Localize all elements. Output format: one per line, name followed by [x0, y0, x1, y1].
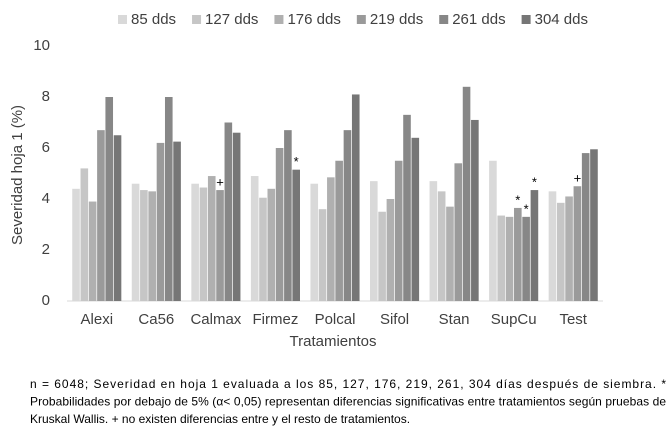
- bar: [403, 114, 411, 301]
- bar: [514, 207, 522, 301]
- legend-label: 219 dds: [370, 11, 423, 28]
- bar: [80, 168, 89, 301]
- bar: [378, 211, 386, 301]
- bar: [275, 148, 284, 301]
- bar: [573, 186, 582, 301]
- bar: [581, 153, 590, 301]
- significance-marker: *: [294, 154, 299, 169]
- legend-label: 304 dds: [535, 11, 588, 28]
- bar: [105, 97, 114, 301]
- legend-swatch: [118, 15, 127, 24]
- bar: [113, 135, 122, 301]
- bar: [292, 169, 300, 301]
- bar: [140, 190, 148, 301]
- x-tick-label: Test: [559, 311, 587, 328]
- bar: [88, 201, 97, 301]
- y-tick-label: 4: [42, 190, 50, 207]
- legend-label: 176 dds: [287, 11, 340, 28]
- bar: [394, 160, 403, 301]
- significance-marker: +: [574, 171, 582, 186]
- bar: [199, 187, 208, 301]
- bar: [437, 191, 446, 301]
- y-tick-label: 6: [42, 139, 50, 156]
- legend-swatch: [356, 15, 366, 24]
- bar: [462, 86, 471, 301]
- bar: [454, 163, 463, 301]
- bar: [97, 130, 105, 301]
- significance-marker: *: [524, 201, 529, 216]
- bar: [386, 199, 395, 301]
- note-line: Kruskal Wallis. + no existen diferencias…: [30, 412, 410, 426]
- bar: [489, 160, 497, 301]
- x-tick-label: Stan: [439, 311, 470, 328]
- bar: [522, 216, 530, 301]
- legend-swatch: [439, 15, 449, 24]
- bar: [411, 137, 420, 301]
- legend-label: 261 dds: [452, 11, 505, 28]
- bar: [267, 188, 276, 301]
- bar: [173, 141, 181, 301]
- bar: [191, 183, 199, 301]
- bar: [351, 94, 360, 301]
- y-axis-title: Severidad hoja 1 (%): [9, 105, 26, 245]
- legend-label: 85 dds: [131, 11, 176, 28]
- x-tick-label: Firmez: [253, 311, 299, 328]
- x-axis-title: Tratamientos: [290, 333, 377, 350]
- legend-swatch: [521, 15, 531, 24]
- y-tick-label: 2: [42, 241, 50, 258]
- bar: [259, 197, 267, 301]
- bar: [284, 130, 292, 301]
- bar: [164, 97, 173, 301]
- legend-label: 127 dds: [205, 11, 258, 28]
- bar: [446, 206, 454, 301]
- bar: [72, 188, 80, 301]
- x-tick-label: Calmax: [190, 311, 241, 328]
- bar: [497, 215, 506, 301]
- bar: [156, 142, 165, 301]
- bar: [216, 190, 224, 301]
- bar: [471, 119, 479, 301]
- x-tick-label: Alexi: [81, 311, 114, 328]
- x-tick-label: Ca56: [138, 311, 174, 328]
- bar: [429, 181, 438, 301]
- bar: [335, 160, 343, 301]
- bar: [224, 122, 233, 301]
- significance-marker: +: [216, 175, 224, 190]
- bar: [327, 177, 335, 301]
- bar: [548, 191, 557, 301]
- significance-marker: *: [532, 175, 537, 190]
- bar: [505, 216, 514, 301]
- bar: [207, 176, 216, 301]
- legend-swatch: [274, 15, 284, 24]
- bar: [148, 191, 156, 301]
- bar: [318, 209, 327, 301]
- x-tick-label: SupCu: [491, 311, 537, 328]
- y-tick-label: 8: [42, 88, 50, 105]
- bar: [556, 202, 565, 301]
- bar: [131, 183, 140, 301]
- bar: [310, 183, 319, 301]
- bar: [250, 176, 259, 301]
- bar: [343, 130, 352, 301]
- legend-swatch: [192, 15, 202, 24]
- bar: [232, 132, 241, 301]
- y-tick-label: 0: [42, 292, 50, 309]
- y-tick-label: 10: [33, 37, 50, 54]
- note-line: Probabilidades por debajo de 5% (α< 0,05…: [30, 395, 666, 409]
- bar: [370, 181, 378, 301]
- bar: [530, 190, 539, 301]
- x-tick-label: Polcal: [315, 311, 356, 328]
- bar: [565, 196, 573, 301]
- x-tick-label: Sifol: [380, 311, 409, 328]
- note-line: n = 6048; Severidad en hoja 1 evaluada a…: [30, 377, 666, 391]
- bar: [590, 149, 598, 301]
- significance-marker: *: [515, 192, 520, 207]
